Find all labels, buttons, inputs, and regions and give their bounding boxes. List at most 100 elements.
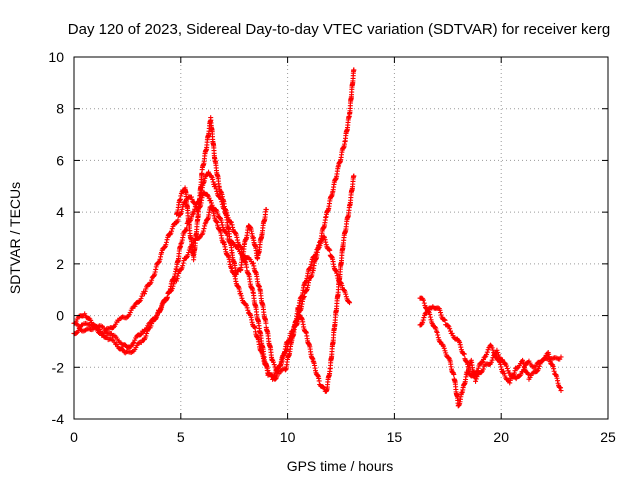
x-tick-label: 0 — [70, 429, 78, 445]
data-point — [451, 371, 457, 377]
data-point — [189, 214, 195, 220]
data-point — [347, 300, 353, 306]
data-point — [139, 293, 145, 299]
data-point — [441, 317, 447, 323]
data-point — [271, 362, 277, 368]
data-point — [90, 321, 96, 327]
data-point — [164, 237, 170, 243]
data-point — [346, 299, 352, 305]
data-point — [427, 314, 433, 320]
data-point — [420, 297, 426, 303]
data-point — [461, 351, 467, 357]
data-point — [309, 259, 315, 265]
y-tick-label: -4 — [52, 411, 65, 427]
data-point — [437, 307, 443, 313]
data-point — [188, 194, 194, 200]
x-tick-label: 15 — [387, 429, 403, 445]
data-point — [137, 332, 143, 338]
data-point — [334, 270, 340, 276]
data-point — [174, 278, 180, 284]
data-point — [438, 310, 444, 316]
data-point — [163, 239, 169, 245]
data-point — [507, 380, 513, 386]
data-point — [458, 344, 464, 350]
data-point — [131, 339, 137, 345]
data-point — [434, 329, 440, 335]
data-point — [339, 282, 345, 288]
data-point — [175, 217, 181, 223]
data-point — [351, 67, 357, 73]
data-point — [504, 365, 510, 371]
data-point — [178, 193, 184, 199]
data-point — [323, 239, 329, 245]
data-point — [322, 237, 328, 243]
data-point — [449, 330, 455, 336]
data-point — [263, 207, 269, 213]
data-point — [484, 351, 490, 357]
data-point — [420, 317, 426, 323]
data-point — [480, 366, 486, 372]
series-track-d — [174, 115, 269, 277]
data-point — [326, 246, 332, 252]
data-point — [474, 369, 480, 375]
data-point — [435, 332, 441, 338]
data-point — [138, 296, 144, 302]
data-point — [442, 317, 448, 323]
data-point — [318, 240, 324, 246]
y-tick-label: 10 — [48, 49, 64, 65]
data-point — [245, 307, 251, 313]
data-point — [534, 368, 540, 374]
data-point — [159, 302, 165, 308]
series-track-f — [417, 304, 564, 386]
data-point — [558, 388, 564, 394]
data-point — [270, 359, 276, 365]
data-point — [208, 198, 214, 204]
data-point — [185, 252, 191, 258]
data-point — [169, 228, 175, 234]
data-point — [164, 296, 170, 302]
data-point — [210, 179, 216, 185]
data-point — [141, 291, 147, 297]
data-point — [504, 363, 510, 369]
data-point — [484, 349, 490, 355]
data-point — [215, 211, 221, 217]
data-point — [210, 176, 216, 182]
data-point — [446, 355, 452, 361]
data-point — [200, 228, 206, 234]
data-point — [475, 368, 481, 374]
data-marks — [71, 67, 564, 409]
data-point — [263, 320, 269, 326]
data-point — [163, 242, 169, 248]
data-point — [501, 371, 507, 377]
y-tick-label: 0 — [56, 308, 64, 324]
data-point — [492, 353, 498, 359]
data-point — [315, 246, 321, 252]
data-point — [317, 243, 323, 249]
data-point — [558, 354, 564, 360]
data-point — [154, 312, 160, 318]
data-point — [174, 276, 180, 282]
data-point — [343, 294, 349, 300]
data-point — [473, 378, 479, 384]
data-point — [489, 357, 495, 363]
data-point — [183, 255, 189, 261]
data-point — [143, 333, 149, 339]
data-point — [441, 345, 447, 351]
data-point — [520, 359, 526, 365]
data-point — [180, 204, 186, 210]
y-tick-label: 6 — [56, 152, 64, 168]
data-point — [525, 371, 531, 377]
chart-title: Day 120 of 2023, Sidereal Day-to-day VTE… — [68, 21, 610, 38]
x-tick-label: 5 — [177, 429, 185, 445]
y-tick-label: 4 — [56, 204, 64, 220]
data-point — [162, 244, 168, 250]
data-point — [536, 363, 542, 369]
data-point — [489, 345, 495, 351]
x-tick-label: 10 — [280, 429, 296, 445]
data-point — [219, 219, 225, 225]
data-point — [138, 340, 144, 346]
data-point — [154, 314, 160, 320]
x-tick-label: 25 — [600, 429, 616, 445]
data-point — [421, 315, 427, 321]
